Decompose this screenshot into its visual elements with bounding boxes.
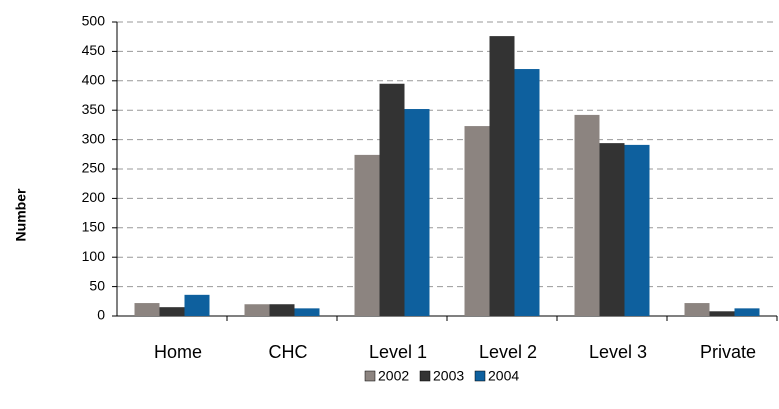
y-tick-label: 150 bbox=[82, 219, 106, 235]
bar bbox=[489, 36, 515, 316]
bar bbox=[709, 311, 735, 316]
legend-swatch bbox=[474, 370, 486, 382]
bar bbox=[599, 143, 625, 316]
bar bbox=[269, 304, 295, 316]
x-tick-label: Level 1 bbox=[369, 342, 427, 362]
legend-swatch bbox=[419, 370, 431, 382]
bar bbox=[404, 109, 430, 316]
bar bbox=[574, 114, 600, 317]
y-tick-label: 200 bbox=[82, 189, 106, 205]
y-tick-label: 500 bbox=[82, 13, 106, 29]
x-tick-label: Home bbox=[154, 342, 202, 362]
y-tick-label: 100 bbox=[82, 248, 106, 264]
bar bbox=[464, 126, 490, 317]
bar bbox=[354, 154, 380, 316]
x-tick-label: Private bbox=[700, 342, 756, 362]
bar bbox=[244, 304, 270, 316]
legend-swatch bbox=[364, 370, 376, 382]
bar bbox=[159, 307, 185, 316]
legend-label: 2003 bbox=[433, 368, 464, 384]
bar bbox=[514, 69, 540, 316]
bar bbox=[624, 144, 650, 316]
legend-label: 2004 bbox=[488, 368, 519, 384]
x-tick-label: Level 2 bbox=[479, 342, 537, 362]
bar bbox=[734, 308, 760, 316]
y-tick-label: 0 bbox=[97, 307, 105, 323]
y-tick-label: 450 bbox=[82, 42, 106, 58]
bar bbox=[379, 83, 405, 317]
bar bbox=[134, 303, 160, 316]
y-tick-label: 250 bbox=[82, 160, 106, 176]
x-tick-label: CHC bbox=[269, 342, 308, 362]
legend-label: 2002 bbox=[378, 368, 409, 384]
x-tick-label: Level 3 bbox=[589, 342, 647, 362]
y-tick-label: 350 bbox=[82, 101, 106, 117]
y-tick-label: 400 bbox=[82, 72, 106, 88]
y-tick-label: 50 bbox=[89, 277, 105, 293]
bar bbox=[184, 294, 210, 316]
y-axis-label: Number bbox=[13, 188, 29, 241]
y-tick-label: 300 bbox=[82, 130, 106, 146]
bar bbox=[294, 308, 320, 316]
bar bbox=[684, 303, 710, 316]
